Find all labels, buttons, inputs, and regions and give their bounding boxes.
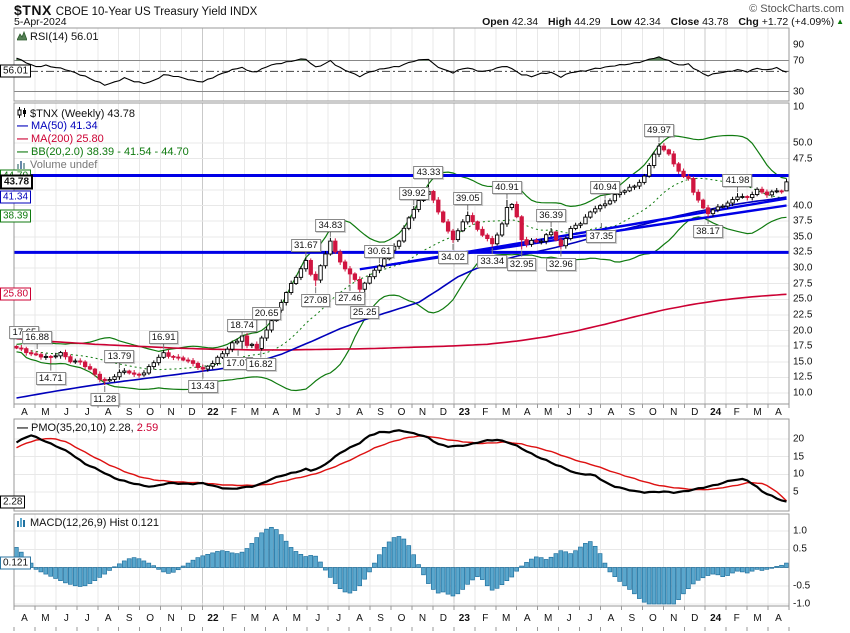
price-legend: $TNX (Weekly) 43.78 — MA(50) 41.34 — MA(20… bbox=[17, 107, 189, 172]
pmo-swatch-icon: — bbox=[17, 422, 28, 434]
bb-legend: BB(20,2.0) 38.39 - 41.54 - 44.70 bbox=[31, 146, 189, 158]
up-arrow-icon: ▲ bbox=[836, 17, 844, 26]
ohlc-quote: Open 42.34 High 44.29 Low 42.34 Close 43… bbox=[475, 16, 844, 28]
chg-value: +1.72 (+4.09%) bbox=[761, 16, 835, 28]
volume-legend-row: Volume undef bbox=[17, 159, 189, 172]
chg-label: Chg bbox=[738, 16, 759, 28]
close-value: 43.78 bbox=[702, 16, 729, 28]
ma200-legend-row: — MA(200) 25.80 bbox=[17, 133, 189, 146]
rsi-legend: RSI(14) 56.01 bbox=[16, 30, 99, 44]
header: $TNX CBOE 10-Year US Treasury Yield INDX … bbox=[14, 2, 844, 18]
bb-legend-row: — BB(20,2.0) 38.39 - 41.54 - 44.70 bbox=[17, 146, 189, 159]
candlestick-icon bbox=[17, 107, 26, 118]
index-name: CBOE 10-Year US Treasury Yield INDX bbox=[55, 6, 258, 18]
price-legend-symbol-row: $TNX (Weekly) 43.78 bbox=[17, 107, 189, 120]
copyright: © StockCharts.com bbox=[749, 3, 844, 15]
low-label: Low bbox=[610, 16, 632, 28]
pmo-legend: — PMO(35,20,10) 2.28, 2.59 bbox=[17, 422, 158, 435]
ma50-legend: MA(50) 41.34 bbox=[31, 120, 98, 132]
volume-bars-icon bbox=[17, 161, 25, 169]
rsi-legend-text: RSI(14) 56.01 bbox=[30, 31, 99, 43]
volume-legend: Volume undef bbox=[30, 159, 98, 171]
macd-legend: MACD(12,26,9) Hist 0.121 bbox=[17, 517, 159, 530]
pmo-legend-signal: 2.59 bbox=[136, 422, 159, 434]
histogram-icon bbox=[17, 518, 25, 527]
open-label: Open bbox=[482, 16, 509, 28]
subheader: 5-Apr-2024 Open 42.34 High 44.29 Low 42.… bbox=[14, 16, 844, 28]
area-chart-icon bbox=[16, 30, 28, 41]
ma50-swatch-icon: — bbox=[17, 120, 28, 132]
macd-legend-text: MACD(12,26,9) Hist 0.121 bbox=[30, 517, 159, 529]
open-value: 42.34 bbox=[511, 16, 539, 28]
price-legend-symbol: $TNX (Weekly) 43.78 bbox=[30, 108, 135, 120]
close-label: Close bbox=[670, 16, 700, 28]
ticker-symbol: $TNX bbox=[14, 2, 52, 18]
ma200-legend: MA(200) 25.80 bbox=[31, 133, 104, 145]
ma50-legend-row: — MA(50) 41.34 bbox=[17, 120, 189, 133]
chart-date: 5-Apr-2024 bbox=[14, 16, 67, 28]
low-value: 42.34 bbox=[634, 16, 661, 28]
ma200-swatch-icon: — bbox=[17, 133, 28, 145]
pmo-legend-main: PMO(35,20,10) 2.28, bbox=[31, 422, 134, 434]
bb-swatch-icon: — bbox=[17, 146, 28, 158]
high-label: High bbox=[548, 16, 572, 28]
high-value: 44.29 bbox=[574, 16, 601, 28]
